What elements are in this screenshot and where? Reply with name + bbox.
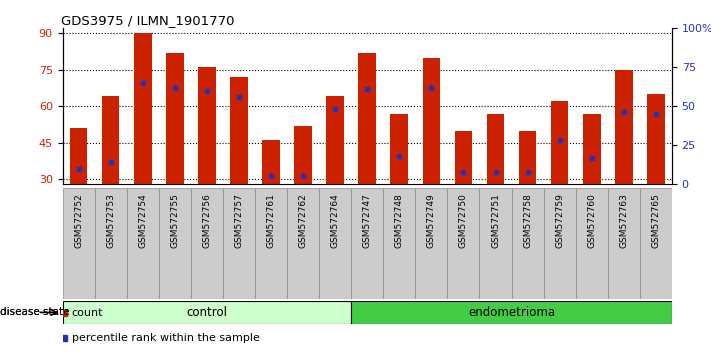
Bar	[454, 131, 472, 184]
Text: GSM572763: GSM572763	[619, 193, 629, 248]
Bar	[294, 126, 312, 184]
Text: GSM572760: GSM572760	[587, 193, 597, 248]
Bar	[640, 188, 672, 299]
Text: GSM572759: GSM572759	[555, 193, 564, 248]
Bar	[383, 188, 415, 299]
Text: control: control	[186, 306, 228, 319]
Bar	[551, 101, 569, 184]
Bar	[134, 33, 151, 184]
Bar	[390, 114, 408, 184]
Text: GDS3975 / ILMN_1901770: GDS3975 / ILMN_1901770	[61, 14, 235, 27]
Text: endometrioma: endometrioma	[468, 306, 555, 319]
Text: disease state: disease state	[0, 307, 70, 318]
Bar	[511, 188, 544, 299]
Text: GSM572762: GSM572762	[299, 193, 308, 248]
Bar	[287, 188, 319, 299]
Bar	[415, 188, 447, 299]
Bar	[358, 53, 376, 184]
Text: GSM572753: GSM572753	[106, 193, 115, 248]
Text: GSM572748: GSM572748	[395, 193, 404, 248]
Bar	[102, 97, 119, 184]
Text: GSM572757: GSM572757	[235, 193, 243, 248]
Bar	[230, 77, 247, 184]
Bar	[319, 188, 351, 299]
Bar	[608, 188, 640, 299]
Bar	[63, 188, 95, 299]
Text: GSM572755: GSM572755	[171, 193, 179, 248]
Bar	[647, 94, 665, 184]
Bar	[422, 57, 440, 184]
Text: count: count	[72, 308, 103, 318]
Bar	[544, 188, 576, 299]
Text: GSM572749: GSM572749	[427, 193, 436, 248]
Bar	[191, 188, 223, 299]
Bar	[223, 188, 255, 299]
Text: GSM572765: GSM572765	[651, 193, 661, 248]
Text: GSM572761: GSM572761	[267, 193, 276, 248]
Text: GSM572751: GSM572751	[491, 193, 500, 248]
Bar	[576, 188, 608, 299]
Bar	[159, 188, 191, 299]
Text: GSM572754: GSM572754	[138, 193, 147, 248]
Bar	[127, 188, 159, 299]
Text: GSM572747: GSM572747	[363, 193, 372, 248]
Text: GSM572758: GSM572758	[523, 193, 532, 248]
Text: GSM572750: GSM572750	[459, 193, 468, 248]
Bar	[351, 188, 383, 299]
Bar	[615, 70, 633, 184]
Bar	[326, 97, 344, 184]
Text: percentile rank within the sample: percentile rank within the sample	[72, 333, 260, 343]
Bar	[479, 188, 511, 299]
Bar	[487, 114, 504, 184]
Text: GSM572756: GSM572756	[203, 193, 211, 248]
Bar	[198, 67, 215, 184]
Text: GSM572752: GSM572752	[74, 193, 83, 248]
Bar	[262, 140, 280, 184]
Bar	[63, 301, 351, 324]
Text: GSM572764: GSM572764	[331, 193, 340, 248]
Bar	[351, 301, 672, 324]
Bar	[255, 188, 287, 299]
Bar	[519, 131, 536, 184]
Bar	[166, 53, 183, 184]
Text: disease state: disease state	[0, 307, 70, 318]
Bar	[583, 114, 601, 184]
Bar	[447, 188, 479, 299]
Bar	[70, 128, 87, 184]
Bar	[95, 188, 127, 299]
